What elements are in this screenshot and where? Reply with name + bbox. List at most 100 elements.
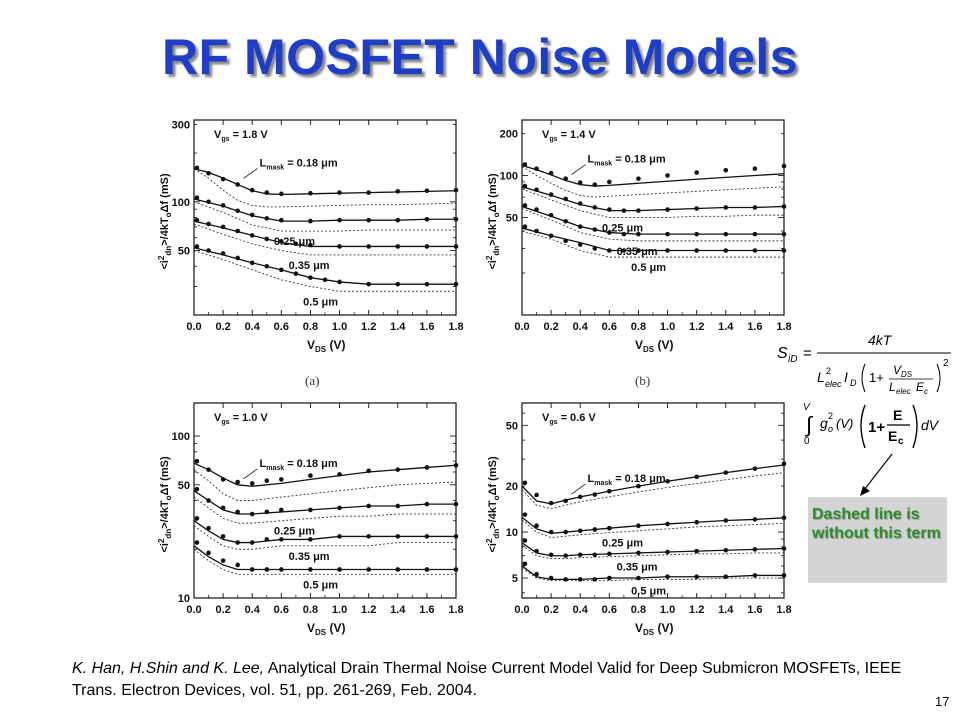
data-point xyxy=(621,208,627,213)
eq-frac-den-E-sub: c xyxy=(924,387,928,396)
x-tick-label: 0.0 xyxy=(514,321,529,333)
x-tick-label: 0.4 xyxy=(573,604,589,616)
data-point xyxy=(534,207,539,212)
data-point xyxy=(322,277,328,283)
data-point xyxy=(308,507,313,513)
data-point xyxy=(235,208,240,214)
data-point xyxy=(694,248,699,253)
data-point xyxy=(308,218,313,224)
data-point xyxy=(534,523,539,529)
data-point xyxy=(607,179,612,185)
data-point xyxy=(548,575,554,581)
data-point xyxy=(723,231,729,237)
data-point xyxy=(366,190,371,195)
y-tick-label: 20 xyxy=(506,481,518,493)
data-point xyxy=(781,573,787,578)
data-point xyxy=(235,509,240,515)
data-point xyxy=(522,538,528,543)
int-g-sup: 2 xyxy=(828,411,833,421)
series-dashed-line xyxy=(193,496,456,524)
data-point xyxy=(395,503,401,509)
data-point xyxy=(337,244,342,249)
data-point xyxy=(522,224,528,229)
data-point xyxy=(607,248,612,253)
data-point xyxy=(607,575,612,581)
plot-frame xyxy=(193,119,457,316)
series-dashed-line xyxy=(521,472,785,510)
y-axis-label: <i2dn>/4kToΔf (mS) xyxy=(485,173,501,269)
data-point xyxy=(534,548,539,554)
series-size-label: 0.25 μm xyxy=(602,223,643,235)
data-point xyxy=(206,498,211,503)
x-tick-label: 0.2 xyxy=(215,321,230,333)
series-size-label: 0.5 μm xyxy=(303,296,338,308)
lmask-label: Lmask = 0.18 μm xyxy=(260,458,338,472)
chart-a-svg: 0.0 0.2 0.4 0.6 0.8 1.0 1.2 1.4 1.6 1.8 300 100 50 VD… xyxy=(157,119,464,354)
data-point xyxy=(592,246,598,251)
data-point xyxy=(723,167,729,173)
x-tick-label: 0.4 xyxy=(245,604,261,616)
data-point xyxy=(249,260,255,266)
x-tick-label: 0.0 xyxy=(186,604,201,616)
x-tick-label: 1.0 xyxy=(332,604,347,616)
chart-panel-b: 0.0 0.2 0.4 0.6 0.8 1.0 1.2 1.4 1.6 1.8 200 100 50 VD… xyxy=(478,115,798,355)
callout-text: Dashed line is without this term xyxy=(812,506,941,542)
series-dashed-line xyxy=(521,166,785,198)
eq-denom-L-sup: 2 xyxy=(826,366,831,376)
series-solid-line xyxy=(521,186,785,212)
lmask-leader xyxy=(571,164,586,175)
series-size-label: 0.25 μm xyxy=(602,538,643,550)
lmask-label: Lmask = 0.18 μm xyxy=(588,154,666,168)
chart-d-svg: 0.0 0.2 0.4 0.6 0.8 1.0 1.2 1.4 1.6 1.8 50 20 10 5 VDS… xyxy=(485,402,792,637)
x-axis-label: VDS (V) xyxy=(635,621,673,637)
data-point xyxy=(220,176,226,182)
x-tick-label: 0.6 xyxy=(274,604,289,616)
data-point xyxy=(665,478,670,484)
data-point xyxy=(752,166,758,171)
series-dashed-line xyxy=(521,208,784,242)
data-point xyxy=(424,216,430,222)
data-point xyxy=(220,505,226,511)
x-tick-label: 1.8 xyxy=(448,604,463,616)
x-tick-label: 1.6 xyxy=(747,604,762,616)
data-point xyxy=(366,281,371,287)
data-point xyxy=(607,488,612,494)
data-point xyxy=(194,244,200,249)
data-point xyxy=(665,248,670,253)
data-point xyxy=(563,218,568,224)
x-tick-label: 0.8 xyxy=(303,321,318,333)
data-point xyxy=(636,248,641,253)
eq-outer-sup: 2 xyxy=(943,358,949,369)
x-tick-label: 1.8 xyxy=(776,321,791,333)
x-tick-label: 0.2 xyxy=(543,321,558,333)
data-point xyxy=(636,523,641,529)
series-dashed-line xyxy=(521,188,784,218)
data-point xyxy=(781,461,787,467)
series-size-label: 0.35 μm xyxy=(617,562,658,574)
data-point xyxy=(279,267,284,273)
data-point xyxy=(577,577,583,582)
eq-frac-den-sub: elec xyxy=(896,387,911,396)
data-point xyxy=(235,182,240,187)
data-point xyxy=(194,458,200,464)
eq-numerator: 4kT xyxy=(868,332,893,348)
data-point xyxy=(752,573,758,578)
data-point xyxy=(723,205,729,210)
series-solid-line xyxy=(521,542,785,557)
data-point xyxy=(592,527,598,532)
chart-panel-d: 0.0 0.2 0.4 0.6 0.8 1.0 1.2 1.4 1.6 1.8 50 20 10 5 VDS… xyxy=(478,398,798,638)
data-point xyxy=(395,189,401,194)
y-axis-label: <i2dn>/4kToΔf (mS) xyxy=(485,456,501,552)
data-point xyxy=(337,534,342,539)
eq-lhs-sub: iD xyxy=(788,354,797,365)
series-size-label: 0.25 μm xyxy=(274,526,315,538)
y-tick-label: 100 xyxy=(172,197,190,209)
data-point xyxy=(563,196,568,202)
data-point xyxy=(563,238,568,244)
series-dashed-line xyxy=(193,525,456,550)
eq-frac-den-E: E xyxy=(916,380,925,394)
data-point xyxy=(592,205,598,210)
data-point xyxy=(220,203,226,208)
vgs-label: Vgs = 1.8 V xyxy=(214,129,268,143)
int-left-paren xyxy=(860,404,866,449)
